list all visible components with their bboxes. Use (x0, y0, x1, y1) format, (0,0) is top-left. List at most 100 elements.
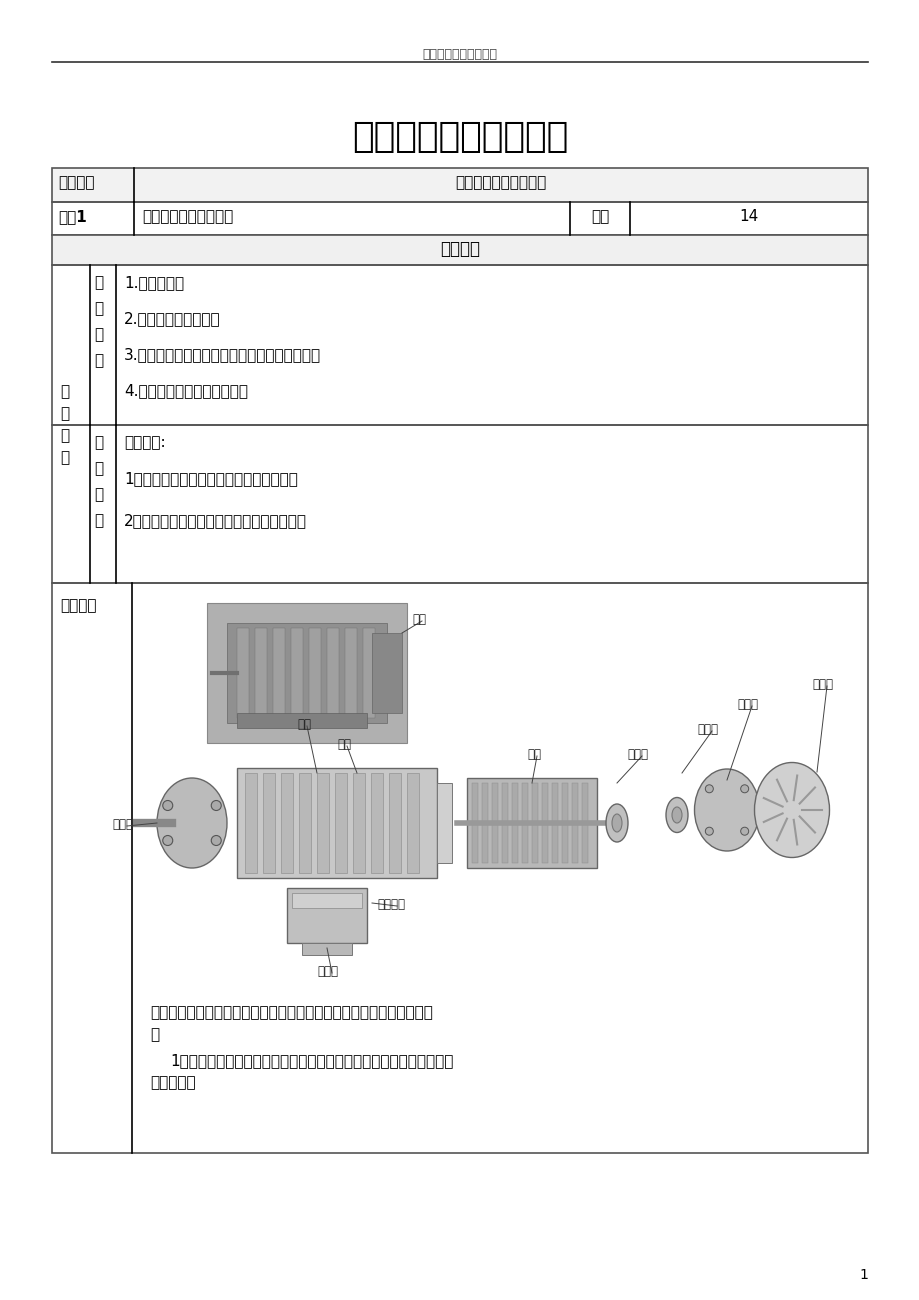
Text: 标: 标 (60, 450, 69, 465)
Bar (255, 628, 267, 718)
Text: 识: 识 (94, 302, 103, 316)
Text: 拉牌: 拉牌 (336, 738, 351, 751)
Bar (280, 774, 292, 874)
Text: 2．掌握三相异步电动机的接线方式与检测。: 2．掌握三相异步电动机的接线方式与检测。 (124, 514, 307, 528)
Text: 标: 标 (94, 514, 103, 528)
Bar (237, 768, 437, 878)
Text: 布置任务: 布置任务 (439, 240, 480, 257)
Text: 前轴承: 前轴承 (627, 747, 647, 760)
Text: 能: 能 (94, 436, 103, 450)
Ellipse shape (157, 777, 227, 868)
Text: 目: 目 (60, 428, 69, 443)
Text: 任务描述: 任务描述 (60, 598, 96, 614)
Text: 学时: 学时 (590, 209, 608, 224)
Bar (326, 628, 338, 718)
Bar (531, 783, 538, 863)
Text: 1．熟练掌握三相异步电动机的拆装工艺。: 1．熟练掌握三相异步电动机的拆装工艺。 (124, 471, 298, 486)
Text: 三相异步电动机的拆装: 三相异步电动机的拆装 (351, 120, 568, 153)
Bar (572, 783, 577, 863)
Bar (299, 774, 311, 874)
Bar (207, 603, 406, 744)
Bar (345, 628, 357, 718)
Circle shape (705, 827, 712, 835)
Ellipse shape (665, 797, 687, 832)
Bar (227, 623, 387, 723)
Bar (52, 582, 867, 1153)
Text: 3.掌握三相异步电动机的接线方式与通电步骤。: 3.掌握三相异步电动机的接线方式与通电步骤。 (124, 347, 321, 361)
Text: 技能训练: 技能训练 (58, 176, 95, 190)
Bar (52, 168, 867, 202)
Circle shape (740, 785, 748, 793)
Text: 风扇罩: 风扇罩 (811, 679, 832, 692)
Text: 转子: 转子 (527, 747, 540, 760)
Bar (291, 893, 361, 907)
Bar (317, 774, 329, 874)
Circle shape (163, 801, 173, 810)
Ellipse shape (611, 814, 621, 832)
Bar (406, 774, 418, 874)
Bar (492, 783, 497, 863)
Circle shape (211, 836, 221, 845)
Bar (290, 628, 302, 718)
Circle shape (740, 827, 748, 835)
Text: 定子: 定子 (297, 718, 311, 731)
Text: 14: 14 (739, 209, 758, 224)
Text: 1、按照实训步骤对三相笼型异步电动机进行拆装、检查，并在装配后: 1、按照实训步骤对三相笼型异步电动机进行拆装、检查，并在装配后 (170, 1053, 453, 1069)
Text: 接续盒盖: 接续盒盖 (377, 898, 404, 911)
Text: 1: 1 (858, 1268, 867, 1282)
Text: 接线盒: 接线盒 (317, 965, 337, 978)
Text: 习: 习 (60, 406, 69, 421)
Text: 后端盖: 后端盖 (736, 698, 757, 711)
Bar (363, 628, 375, 718)
Text: 任务1: 任务1 (58, 209, 86, 224)
Circle shape (705, 785, 712, 793)
Bar (52, 425, 867, 582)
Text: 标: 标 (94, 354, 103, 368)
Bar (335, 774, 346, 874)
Text: 力: 力 (94, 462, 103, 476)
Ellipse shape (754, 763, 829, 858)
Text: 前端盖: 前端盖 (112, 818, 133, 831)
Text: 现有一小型三相笼型异步电动机，对其进行拆分与重装。具体任务如下: 现有一小型三相笼型异步电动机，对其进行拆分与重装。具体任务如下 (150, 1005, 433, 1020)
Text: 知: 知 (94, 276, 103, 290)
Bar (263, 774, 275, 874)
Bar (541, 783, 548, 863)
Bar (244, 774, 256, 874)
Text: 4.了解简单常规检测的方法。: 4.了解简单常规检测的方法。 (124, 384, 248, 398)
Text: 外形: 外形 (412, 614, 425, 627)
Bar (52, 235, 867, 265)
Bar (370, 774, 382, 874)
Bar (287, 888, 367, 942)
Bar (309, 628, 321, 718)
Bar (52, 202, 867, 235)
Text: 三相异步电动机的拆装: 三相异步电动机的拆装 (422, 48, 497, 61)
Bar (471, 783, 478, 863)
Bar (551, 783, 558, 863)
Bar (389, 774, 401, 874)
Bar (237, 628, 249, 718)
Text: 后轴承: 后轴承 (697, 723, 717, 736)
Circle shape (211, 801, 221, 810)
Text: 目: 目 (94, 328, 103, 342)
Bar (512, 783, 517, 863)
Text: 交流电动机拆装与检修: 交流电动机拆装与检修 (455, 176, 546, 190)
Text: 2.熟悉基本拆装步骤。: 2.熟悉基本拆装步骤。 (124, 311, 221, 326)
Bar (582, 783, 587, 863)
Bar (371, 633, 402, 712)
Circle shape (163, 836, 173, 845)
Text: 技能目标:: 技能目标: (124, 436, 165, 450)
Bar (562, 783, 567, 863)
Text: 目: 目 (94, 488, 103, 502)
Text: 学: 学 (60, 384, 69, 399)
Ellipse shape (694, 770, 759, 852)
Bar (521, 783, 528, 863)
Bar (467, 777, 596, 868)
Bar (301, 942, 352, 956)
Text: 1.电机的结构: 1.电机的结构 (124, 276, 184, 290)
Bar (482, 783, 487, 863)
Text: ：: ： (150, 1027, 159, 1043)
Text: 三相异步电动机的拆装: 三相异步电动机的拆装 (142, 209, 233, 224)
Bar (502, 783, 507, 863)
Bar (237, 712, 367, 728)
Bar (437, 783, 451, 863)
